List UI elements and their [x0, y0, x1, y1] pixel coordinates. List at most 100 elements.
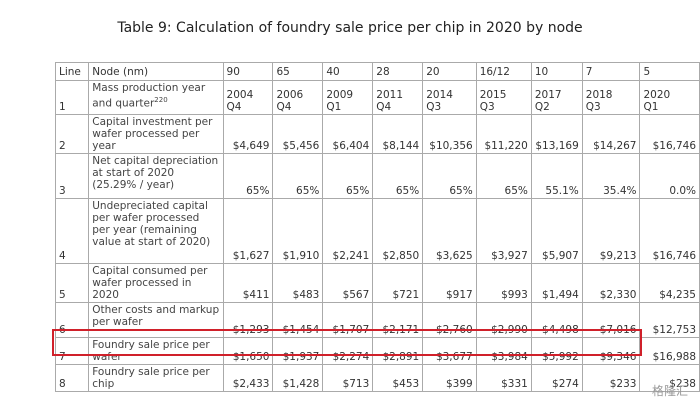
row-label: Undepreciated capital per wafer processe…	[88, 198, 224, 264]
cell: $1,293	[222, 302, 274, 338]
watermark: 格隆汇	[651, 384, 688, 398]
cell: $3,625	[422, 198, 477, 264]
cell: $16,746	[639, 114, 700, 154]
cell: 65%	[322, 153, 374, 199]
cell: $9,213	[581, 198, 641, 264]
cell: 65%	[422, 153, 477, 199]
cell: $2,241	[322, 198, 374, 264]
cell: 2014 Q3	[422, 80, 477, 115]
row-label-text: Capital consumed per wafer processed in …	[92, 265, 208, 301]
line-number: 5	[54, 263, 90, 303]
highlight-box	[52, 329, 642, 356]
cell-text: 2011 Q4	[376, 89, 404, 113]
cell: $4,235	[639, 263, 700, 303]
row-label: Other costs and markup per wafer	[88, 302, 224, 338]
cell: 65%	[372, 153, 424, 199]
cell: $10,356	[422, 114, 477, 154]
cell: 65%	[272, 153, 324, 199]
table-row: 4 Undepreciated capital per wafer process…	[54, 198, 700, 264]
cell-text: 2015 Q3	[479, 89, 507, 113]
column-header: 7	[581, 62, 641, 81]
cell-text: 2014 Q3	[426, 89, 453, 113]
cell: $399	[422, 364, 477, 392]
cell: $13,169	[530, 114, 583, 154]
table-row: 1 Mass production year and quarter220 2004…	[54, 80, 700, 115]
cell: 55.1%	[530, 153, 583, 199]
column-header: Line	[54, 62, 90, 81]
cell: $5,456	[272, 114, 324, 154]
cell: 2015 Q3	[475, 80, 532, 115]
row-label: Capital consumed per wafer processed in …	[88, 263, 224, 303]
table-row: 2 Capital investment per wafer processed …	[54, 114, 700, 154]
line-number: 6	[54, 302, 90, 338]
cell: 2018 Q3	[581, 80, 641, 115]
table-row: 3 Net capital depreciation at start of 20…	[54, 153, 700, 199]
cell: 2004 Q4	[222, 80, 274, 115]
cell: $721	[372, 263, 424, 303]
cell: $1,707	[322, 302, 374, 338]
table-row: 7 Foundry sale price per wafer $1,650 $1,93…	[54, 337, 700, 365]
cell: $11,220	[475, 114, 532, 154]
cell: $5,907	[530, 198, 583, 264]
cell: $453	[372, 364, 424, 392]
table-row: 6 Other costs and markup per wafer $1,293 $…	[54, 302, 700, 338]
cell: 2017 Q2	[530, 80, 583, 115]
cell: $7,016	[581, 302, 641, 338]
table-row: 8 Foundry sale price per chip $2,433 $1,428…	[54, 364, 700, 392]
cell: $4,649	[222, 114, 274, 154]
cell-text: 2009 Q1	[326, 89, 354, 113]
row-label: Mass production year and quarter220	[88, 80, 224, 115]
cell: $4,498	[530, 302, 583, 338]
cell: $274	[530, 364, 583, 392]
cell: 2020 Q1	[639, 80, 700, 115]
cell: $2,433	[222, 364, 274, 392]
row-label-text: Undepreciated capital per wafer processe…	[92, 200, 211, 248]
table: Line Node (nm) 90 65 40 28 20 16/12 10 7 5 1 Mass pr…	[54, 62, 700, 392]
cell: $8,144	[372, 114, 424, 154]
cell: $16,746	[639, 198, 700, 264]
column-header: 65	[272, 62, 324, 81]
cell: 2009 Q1	[322, 80, 374, 115]
cell: $713	[322, 364, 374, 392]
cell: $238	[639, 364, 700, 392]
cell-text: 2006 Q4	[276, 89, 304, 113]
column-header: Node (nm)	[88, 62, 224, 81]
cell: 2006 Q4	[272, 80, 324, 115]
line-number: 2	[54, 114, 90, 154]
cell: $16,988	[639, 337, 700, 365]
cell: $2,850	[372, 198, 424, 264]
column-header: 90	[222, 62, 274, 81]
cell: $411	[222, 263, 274, 303]
cell-text: 2004 Q4	[226, 89, 254, 113]
cell: $331	[475, 364, 532, 392]
line-number: 7	[54, 337, 90, 365]
row-label: Foundry sale price per chip	[88, 364, 224, 392]
cell: $233	[581, 364, 641, 392]
cell: $1,627	[222, 198, 274, 264]
row-label-text: Foundry sale price per chip	[92, 366, 210, 390]
cell: 0.0%	[639, 153, 700, 199]
line-number: 8	[54, 364, 90, 392]
cell: 2011 Q4	[372, 80, 424, 115]
column-header: 5	[639, 62, 700, 81]
line-number: 1	[54, 80, 90, 115]
cell: $483	[272, 263, 324, 303]
cell: 35.4%	[581, 153, 641, 199]
cell-text: 2020 Q1	[643, 89, 671, 113]
header-row: Line Node (nm) 90 65 40 28 20 16/12 10 7 5	[54, 62, 700, 81]
cell: $1,494	[530, 263, 583, 303]
cell: $12,753	[639, 302, 700, 338]
cell-text: 2018 Q3	[585, 89, 613, 113]
cell: $3,927	[475, 198, 532, 264]
cell: $1,428	[272, 364, 324, 392]
cell: 65%	[475, 153, 532, 199]
line-number: 4	[54, 198, 90, 264]
cell-text: 2017 Q2	[534, 89, 562, 113]
column-header: 28	[372, 62, 424, 81]
cell: $993	[475, 263, 532, 303]
row-label: Net capital depreciation at start of 202…	[88, 153, 224, 199]
row-label: Capital investment per wafer processed p…	[88, 114, 224, 154]
row-label-text: Net capital depreciation at start of 202…	[92, 155, 219, 191]
cell: $567	[322, 263, 374, 303]
